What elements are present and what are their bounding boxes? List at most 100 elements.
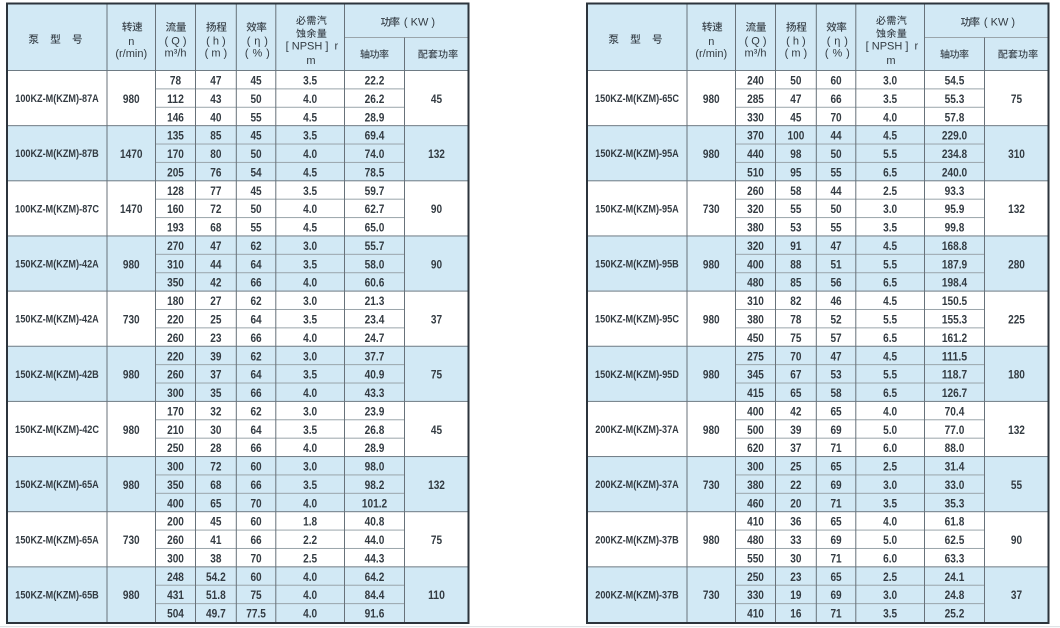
svg-text:4.0: 4.0 — [883, 516, 897, 529]
svg-text:6.0: 6.0 — [883, 552, 897, 565]
svg-text:4.5: 4.5 — [883, 130, 897, 143]
svg-text:98: 98 — [790, 148, 802, 161]
svg-text:410: 410 — [747, 608, 764, 621]
svg-text:64: 64 — [250, 258, 262, 271]
svg-text:69: 69 — [830, 589, 842, 602]
svg-text:66: 66 — [250, 534, 262, 547]
svg-text:210: 210 — [167, 424, 184, 437]
svg-text:58.0: 58.0 — [365, 258, 385, 271]
svg-text:51.8: 51.8 — [206, 589, 226, 602]
svg-text:100KZ-M(KZM)-87B: 100KZ-M(KZM)-87B — [15, 148, 99, 160]
svg-text:4.0: 4.0 — [303, 608, 317, 621]
svg-text:71: 71 — [830, 608, 842, 621]
svg-text:110: 110 — [428, 589, 445, 602]
svg-text:4.0: 4.0 — [303, 203, 317, 216]
svg-text:187.9: 187.9 — [942, 258, 968, 271]
svg-text:450: 450 — [747, 332, 764, 345]
svg-text:25: 25 — [790, 461, 802, 474]
svg-text:240: 240 — [747, 75, 764, 88]
svg-text:41: 41 — [210, 534, 222, 547]
svg-text:77: 77 — [210, 185, 221, 198]
svg-text:46: 46 — [830, 295, 842, 308]
svg-text:67: 67 — [790, 369, 801, 382]
svg-text:4.0: 4.0 — [303, 277, 317, 290]
svg-text:22: 22 — [790, 479, 801, 492]
svg-text:161.2: 161.2 — [942, 332, 967, 345]
svg-text:126.7: 126.7 — [942, 387, 967, 400]
svg-text:53: 53 — [790, 222, 802, 235]
svg-text:400: 400 — [747, 258, 764, 271]
svg-text:4.0: 4.0 — [303, 387, 317, 400]
svg-text:24.1: 24.1 — [945, 571, 965, 584]
svg-text:53: 53 — [830, 369, 842, 382]
svg-text:30: 30 — [210, 424, 221, 437]
svg-text:78.5: 78.5 — [365, 166, 385, 179]
svg-text:80: 80 — [210, 148, 221, 161]
svg-text:100: 100 — [788, 130, 805, 143]
svg-text:160: 160 — [167, 203, 184, 216]
svg-text:62: 62 — [250, 350, 261, 363]
svg-text:45: 45 — [250, 185, 262, 198]
svg-text:64.2: 64.2 — [365, 571, 385, 584]
svg-text:m: m — [306, 55, 315, 67]
svg-text:77.0: 77.0 — [945, 424, 965, 437]
svg-text:71: 71 — [830, 442, 842, 455]
svg-text:2.5: 2.5 — [303, 552, 317, 565]
svg-text:[ NPSH ] r: [ NPSH ] r — [286, 40, 339, 52]
svg-text:150KZ-M(KZM)-95A: 150KZ-M(KZM)-95A — [595, 148, 679, 160]
svg-text:m³/h: m³/h — [745, 48, 767, 60]
svg-text:980: 980 — [703, 313, 720, 326]
svg-text:3.5: 3.5 — [303, 130, 317, 143]
svg-text:44: 44 — [830, 130, 842, 143]
svg-text:400: 400 — [747, 405, 764, 418]
svg-text:150KZ-M(KZM)-95B: 150KZ-M(KZM)-95B — [595, 259, 679, 271]
svg-text:330: 330 — [747, 589, 764, 602]
svg-text:45: 45 — [210, 516, 222, 529]
svg-text:50: 50 — [790, 75, 801, 88]
svg-text:150KZ-M(KZM)-65B: 150KZ-M(KZM)-65B — [15, 589, 99, 601]
svg-text:300: 300 — [747, 461, 764, 474]
svg-text:66: 66 — [250, 332, 262, 345]
svg-text:65: 65 — [830, 461, 842, 474]
svg-text:55.3: 55.3 — [945, 93, 965, 106]
svg-text:n: n — [708, 36, 714, 48]
svg-text:3.5: 3.5 — [303, 369, 317, 382]
svg-text:3.5: 3.5 — [883, 222, 897, 235]
svg-text:3.0: 3.0 — [303, 461, 317, 474]
svg-text:155.3: 155.3 — [942, 313, 968, 326]
svg-text:70: 70 — [250, 497, 261, 510]
svg-text:45: 45 — [431, 93, 443, 106]
svg-text:100KZ-M(KZM)-87C: 100KZ-M(KZM)-87C — [15, 203, 99, 215]
svg-text:72: 72 — [210, 203, 221, 216]
svg-text:55: 55 — [830, 166, 842, 179]
svg-text:43.3: 43.3 — [365, 387, 385, 400]
svg-text:3.0: 3.0 — [303, 240, 317, 253]
svg-text:60: 60 — [250, 516, 261, 529]
svg-text:380: 380 — [747, 222, 764, 235]
svg-text:980: 980 — [703, 369, 720, 382]
svg-text:150KZ-M(KZM)-95C: 150KZ-M(KZM)-95C — [595, 314, 679, 326]
svg-text:310: 310 — [1008, 148, 1025, 161]
svg-text:85: 85 — [790, 277, 802, 290]
svg-text:40.9: 40.9 — [365, 369, 385, 382]
svg-text:50: 50 — [250, 203, 261, 216]
svg-text:132: 132 — [428, 148, 445, 161]
svg-text:620: 620 — [747, 442, 764, 455]
svg-text:44.0: 44.0 — [365, 534, 385, 547]
svg-text:132: 132 — [1008, 424, 1025, 437]
svg-text:980: 980 — [703, 148, 720, 161]
svg-text:3.0: 3.0 — [883, 75, 897, 88]
svg-text:( h ): ( h ) — [786, 35, 806, 47]
svg-text:3.5: 3.5 — [303, 313, 317, 326]
svg-text:300: 300 — [167, 387, 184, 400]
svg-text:5.5: 5.5 — [883, 258, 897, 271]
svg-text:65: 65 — [790, 387, 802, 400]
svg-text:55: 55 — [250, 111, 262, 124]
svg-text:61.8: 61.8 — [945, 516, 965, 529]
svg-text:730: 730 — [123, 313, 140, 326]
svg-text:69.4: 69.4 — [365, 130, 385, 143]
svg-text:28.9: 28.9 — [365, 442, 385, 455]
svg-text:23.4: 23.4 — [365, 313, 385, 326]
svg-text:70: 70 — [790, 350, 801, 363]
svg-text:980: 980 — [123, 589, 140, 602]
